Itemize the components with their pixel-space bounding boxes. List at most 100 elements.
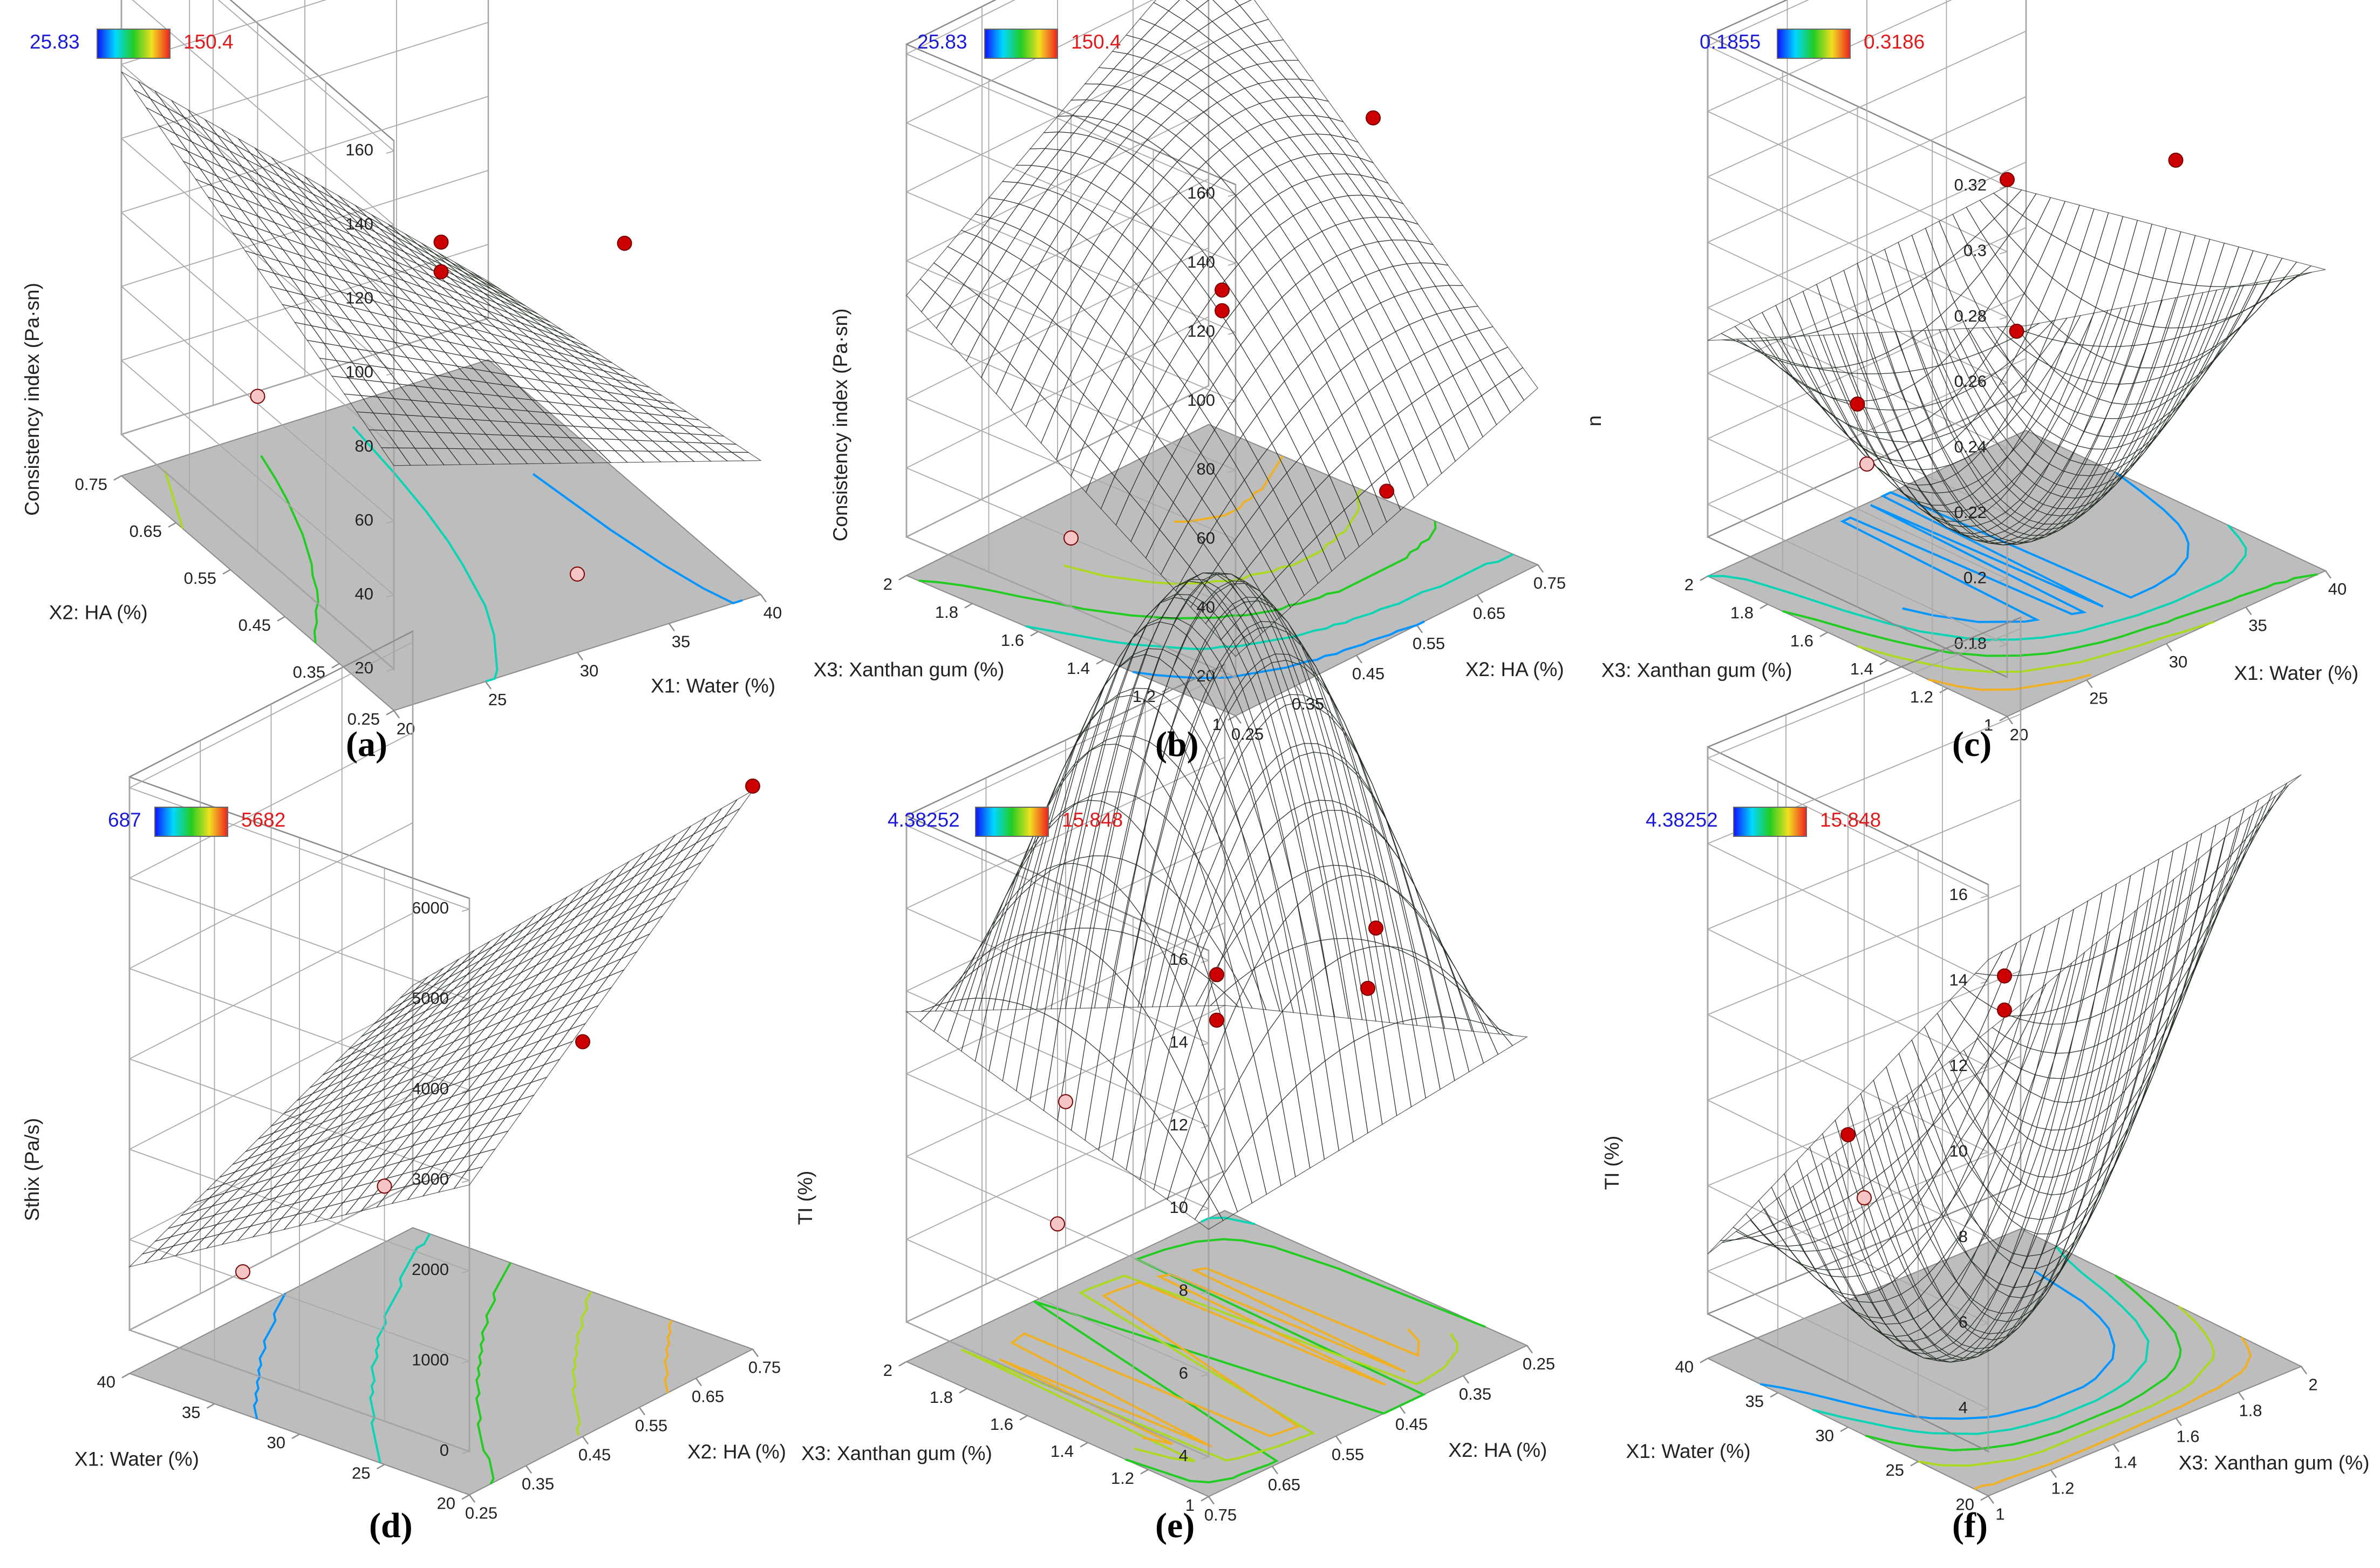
z-tick-mark xyxy=(1201,1456,1209,1460)
surface-cell xyxy=(976,217,1006,243)
surface-cell xyxy=(1015,148,1046,166)
design-point xyxy=(1840,1127,1856,1142)
contour-line xyxy=(1782,573,2318,657)
surface-cell xyxy=(1816,277,1845,328)
surface-cell xyxy=(2139,1041,2167,1108)
surface-cell xyxy=(1305,176,1335,203)
surface-cell xyxy=(554,888,583,912)
surface-cell xyxy=(1332,173,1363,196)
surface-cell xyxy=(1426,426,1456,474)
surface-cell xyxy=(979,308,1010,350)
surface-cell xyxy=(1839,1265,1867,1296)
surface-cell xyxy=(1338,282,1367,319)
contour-line xyxy=(260,455,319,643)
surface-cell xyxy=(1272,97,1303,117)
surface-cell xyxy=(2055,999,2084,1054)
legend-max-label: 15.848 xyxy=(1062,809,1123,831)
z-gridline xyxy=(217,0,394,152)
z-tick-label: 0.28 xyxy=(1954,306,1987,325)
surface-cell xyxy=(1194,1195,1224,1230)
contour-line xyxy=(1760,1270,2116,1420)
surface-cell xyxy=(1401,895,1431,967)
contour-line xyxy=(253,1292,287,1420)
surface-cell xyxy=(1412,437,1442,487)
surface-cell xyxy=(335,1041,364,1063)
surface-cell xyxy=(1080,280,1110,322)
surface-cell xyxy=(2133,299,2163,346)
surface-cell xyxy=(575,893,604,918)
z-tick-label: 6000 xyxy=(412,898,449,917)
surface-cell xyxy=(462,289,492,307)
surface-cell xyxy=(668,441,700,452)
surface-cell xyxy=(620,933,651,960)
surface-cell xyxy=(1327,810,1356,877)
surface-cell xyxy=(1244,83,1274,104)
surface-cell xyxy=(495,302,526,319)
surface-cell xyxy=(614,409,646,422)
surface-cell xyxy=(1341,402,1371,449)
y-tick-mark xyxy=(1770,1392,1778,1398)
surface-cell xyxy=(1313,98,1345,122)
surface-cell xyxy=(313,1202,344,1223)
panel-caption-c: (c) xyxy=(1952,725,1992,764)
y-tick-label: 20 xyxy=(1956,1495,1974,1514)
surface-cell xyxy=(1259,99,1289,120)
surface-cell xyxy=(1407,288,1437,319)
z-tick-mark xyxy=(386,594,394,598)
surface-cell xyxy=(2210,242,2239,287)
surface-cell xyxy=(2092,346,2121,384)
x-tick-label: 20 xyxy=(397,719,415,738)
surface-cell xyxy=(1484,1013,1513,1036)
surface-cell xyxy=(1031,148,1061,168)
surface-cell xyxy=(1126,1094,1155,1181)
surface-cell xyxy=(1226,828,1256,913)
surface-cell xyxy=(419,324,451,343)
surface-cell xyxy=(1925,221,1954,268)
surface-cell xyxy=(1240,23,1271,45)
surface-cell xyxy=(294,322,325,344)
surface-cell xyxy=(1072,865,1102,948)
y-tick-label: 1.6 xyxy=(1001,631,1024,650)
surface-cell xyxy=(379,1012,408,1035)
surface-cell xyxy=(257,268,288,291)
surface-cell xyxy=(433,963,462,986)
y-tick-mark xyxy=(964,603,973,609)
surface-cell xyxy=(1411,1017,1441,1099)
surface-cell xyxy=(513,926,542,951)
surface-cell xyxy=(1261,141,1292,167)
design-point xyxy=(1050,1216,1065,1232)
surface-cell xyxy=(2018,984,2047,1017)
design-point xyxy=(1209,1012,1224,1028)
surface-cell xyxy=(1199,42,1229,63)
surface-cell xyxy=(312,227,342,249)
surface-cell xyxy=(1911,228,1941,278)
surface-cell xyxy=(441,1034,470,1058)
surface-cell xyxy=(1981,1098,2009,1151)
surface-cell xyxy=(1284,60,1314,81)
contour-line xyxy=(1174,455,1284,523)
y-tick-label: 1 xyxy=(1185,1496,1195,1515)
surface-cell xyxy=(452,332,484,351)
surface-cell xyxy=(283,171,313,195)
surface-cell xyxy=(1227,753,1256,830)
design-point xyxy=(745,778,760,794)
surface-cell xyxy=(1288,134,1319,157)
x-tick-mark xyxy=(638,1407,646,1416)
surface-cell xyxy=(1221,813,1251,878)
surface-cell xyxy=(1045,863,1074,935)
surface-cell xyxy=(2078,345,2108,382)
surface-cell xyxy=(1947,1091,1976,1141)
surface-cell xyxy=(2130,996,2159,1069)
surface-cell xyxy=(1119,155,1149,183)
surface-cell xyxy=(1140,344,1170,391)
surface-cell xyxy=(399,1017,429,1039)
surface-cell xyxy=(2154,992,2183,1062)
surface-cell xyxy=(1154,10,1184,33)
surface-cell xyxy=(1251,236,1281,274)
surface-cell xyxy=(697,451,729,462)
surface-cell xyxy=(1274,116,1304,138)
surface-cell xyxy=(1122,213,1151,249)
surface-cell xyxy=(1411,393,1441,439)
surface-cell xyxy=(1165,832,1194,899)
surface-cell xyxy=(706,434,738,445)
